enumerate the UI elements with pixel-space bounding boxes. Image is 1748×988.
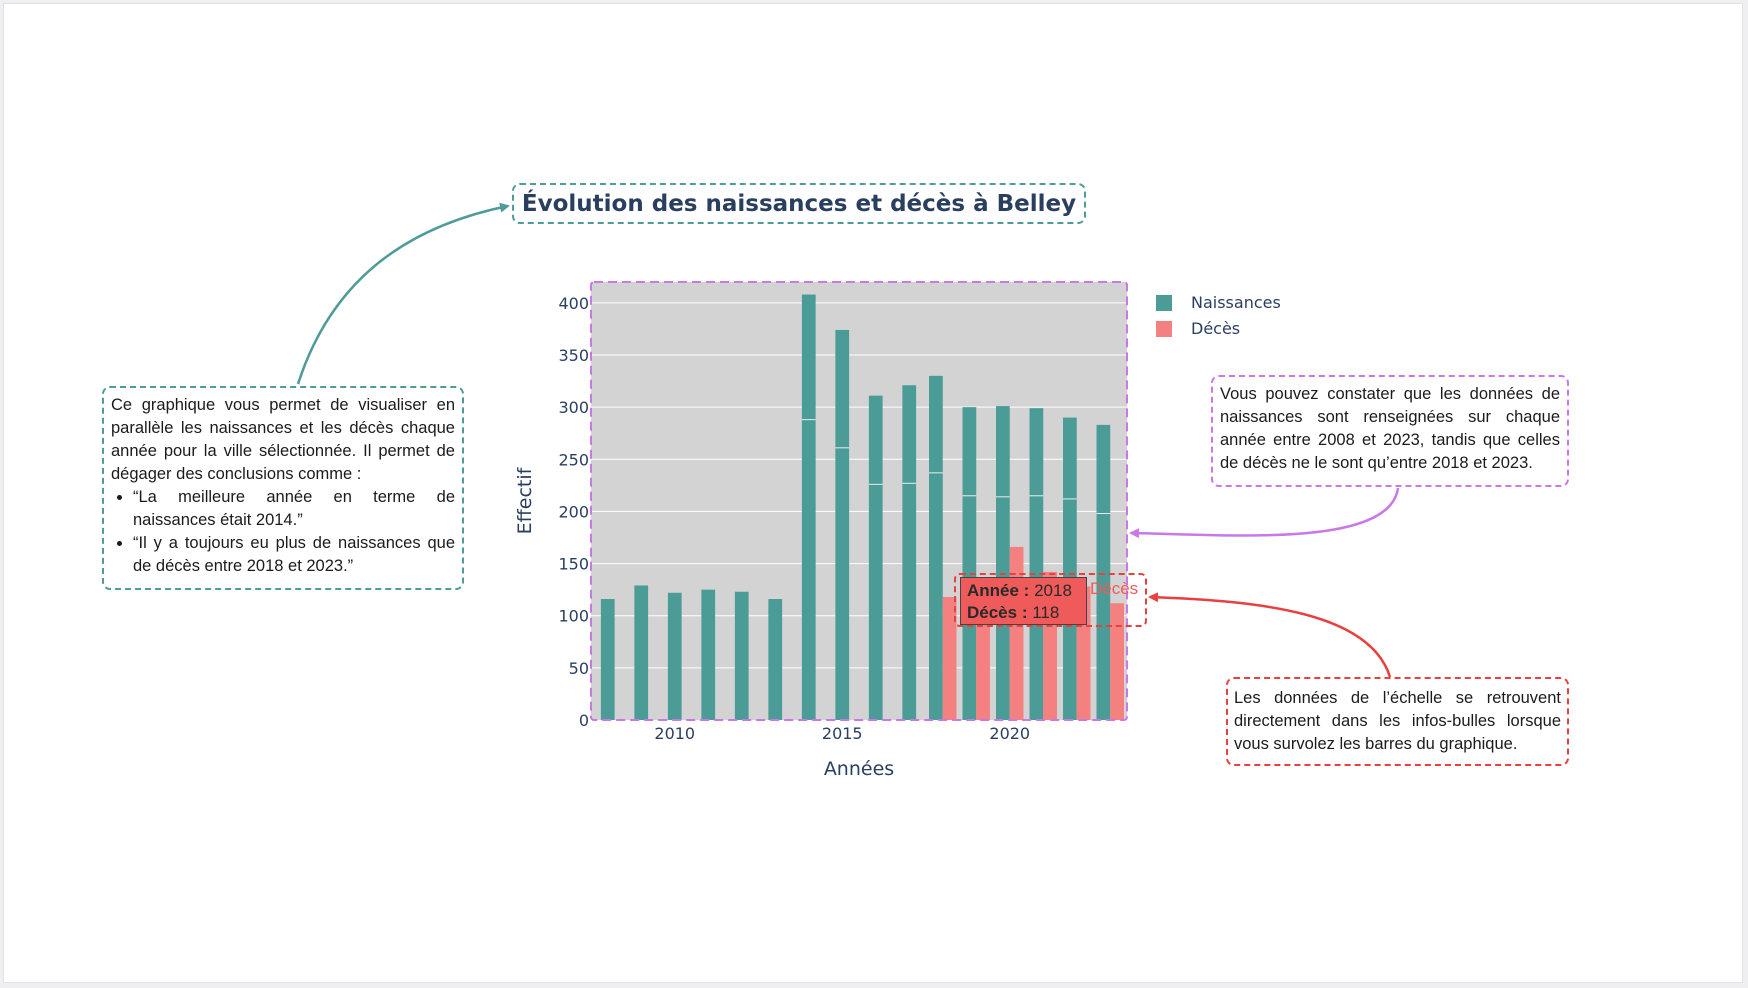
bar-naissances[interactable] [868, 395, 883, 720]
bar-naissances[interactable] [667, 592, 682, 720]
bar-naissances[interactable] [634, 585, 649, 720]
bar-naissances[interactable] [962, 407, 977, 720]
y-tick-label: 100 [558, 607, 589, 626]
tooltip-value-row: Décès : 118 [967, 602, 1080, 624]
tooltip-value-label: Décès : [967, 603, 1028, 622]
y-axis-label: Effectif [514, 466, 536, 534]
x-tick-labels: 2010 2015 2020 [654, 724, 1030, 743]
tooltip-highlight-border [954, 573, 1147, 627]
bar-naissances[interactable] [902, 385, 917, 720]
chart-title: Évolution des naissances et décès à Bell… [512, 183, 1086, 224]
annotation-left-list: “La meilleure année en terme de naissanc… [111, 486, 455, 578]
tooltip-value-value: 118 [1032, 603, 1060, 622]
arrow-to-tooltip [1148, 592, 1392, 678]
hover-tooltip: Année : 2018 Décès : 118 [960, 577, 1087, 625]
bar-naissances[interactable] [1096, 424, 1111, 720]
y-tick-label: 150 [558, 555, 589, 574]
annotation-left-bullet: “Il y a toujours eu plus de naissances q… [133, 532, 455, 578]
y-tick-label: 200 [558, 502, 589, 521]
annotation-left-intro: Ce graphique vous permet de visualiser e… [111, 396, 455, 483]
legend-swatch-deces [1156, 320, 1172, 337]
bar-naissances[interactable] [929, 375, 943, 720]
y-tick-label: 300 [558, 398, 589, 417]
bar-naissances[interactable] [1063, 417, 1077, 720]
arrow-to-title [296, 202, 510, 385]
bar-naissances[interactable] [734, 591, 749, 720]
tooltip-year-label: Année : [967, 581, 1030, 600]
tooltip-year-value: 2018 [1034, 581, 1072, 600]
annotation-left-bullet: “La meilleure année en terme de naissanc… [133, 486, 455, 532]
legend-label-naissances: Naissances [1191, 293, 1281, 312]
y-tick-label: 400 [558, 294, 589, 313]
legend-item-deces[interactable]: Décès [1156, 319, 1240, 338]
y-tick-label: 350 [558, 346, 589, 365]
annotation-left: Ce graphique vous permet de visualiser e… [102, 386, 464, 590]
x-tick-label: 2015 [822, 724, 863, 743]
y-tick-label: 50 [569, 659, 589, 678]
bar-naissances[interactable] [835, 329, 850, 720]
y-tick-label: 250 [558, 450, 589, 469]
bar-deces[interactable] [942, 596, 957, 720]
bar-naissances[interactable] [1029, 408, 1044, 720]
y-tick-label: 0 [579, 711, 589, 730]
bar-deces[interactable] [1110, 603, 1124, 720]
tooltip-year-row: Année : 2018 [967, 580, 1080, 602]
x-tick-label: 2020 [989, 724, 1030, 743]
bars [600, 294, 1124, 720]
bar-naissances[interactable] [801, 294, 816, 720]
tooltip-series-name: Décès [1090, 579, 1139, 598]
x-axis-label: Années [824, 758, 894, 780]
plot-highlight-border [590, 281, 1128, 721]
bar-naissances[interactable] [600, 599, 615, 720]
y-tick-labels: 0 50 100 150 200 250 300 350 400 [558, 294, 589, 730]
x-tick-label: 2010 [654, 724, 695, 743]
arrow-to-plot [1129, 487, 1400, 539]
bar-naissances[interactable] [996, 406, 1010, 720]
annotation-right-top: Vous pouvez constater que les données de… [1211, 375, 1569, 487]
bar-naissances[interactable] [768, 599, 783, 720]
annotation-right-bottom: Les données de l’échelle se retrouvent d… [1226, 677, 1569, 766]
legend-label-deces: Décès [1191, 319, 1241, 338]
legend-swatch-naissances [1156, 294, 1172, 311]
legend-item-naissances[interactable]: Naissances [1156, 293, 1281, 312]
bar-naissances[interactable] [701, 589, 716, 720]
